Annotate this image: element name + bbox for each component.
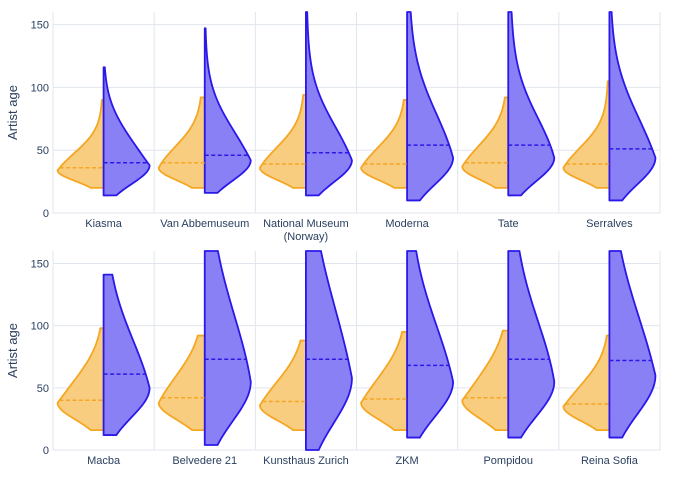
x-category-label-line: Reina Sofia [581,455,639,467]
violin-right-half [305,250,353,451]
x-category-label: Kunsthaus Zurich [263,455,349,467]
x-category-label: Van Abbemuseum [160,218,249,230]
violin-left-half [562,80,611,189]
x-category-label: Tate [498,218,519,230]
violin-left-half [259,94,307,189]
violin-right-half [608,11,657,202]
violin-right-half [507,250,556,439]
y-tick-label: 0 [43,208,49,220]
y-tick-label: 100 [31,321,49,333]
violin-right-half [203,27,252,194]
y-axis-title: Artist age [5,85,20,140]
x-category-label-line: Pompidou [483,455,533,467]
violin-right-half [608,250,657,439]
violin-left-half [56,99,105,189]
violin-right-half [102,273,151,436]
x-category-label-line: Macba [87,455,121,467]
violin-left-half [56,327,105,431]
x-category-label-line: Moderna [385,218,429,230]
x-category-label-line: Kunsthaus Zurich [263,455,349,467]
x-category-label-line: Tate [498,218,519,230]
violin-left-half [157,334,206,431]
violin-left-half [562,334,611,431]
x-category-label: Moderna [385,218,429,230]
x-category-label: Reina Sofia [581,455,639,467]
x-category-label: Belvedere 21 [172,455,237,467]
x-category-label: ZKM [395,455,418,467]
violin-left-half [461,329,510,431]
x-category-label: Serralves [586,218,633,230]
x-category-label-line: Serralves [586,218,633,230]
x-category-label: National Museum (Norway) [263,218,349,243]
violin-right-half [406,11,454,202]
violin-left-half [461,96,510,189]
x-category-label: Pompidou [483,455,533,467]
x-category-label: Macba [87,455,121,467]
violin-right-half [305,11,353,197]
violin-left-half [157,96,206,189]
y-axis-title: Artist age [5,323,20,378]
x-category-label-line: Van Abbemuseum [160,218,249,230]
violin-left-half [259,339,307,431]
violin-right-half [102,66,151,197]
violin-right-half [203,250,252,446]
violin-right-half [507,11,556,197]
x-category-label: Kiasma [85,218,123,230]
x-category-label-line: Belvedere 21 [172,455,237,467]
x-category-label-line: Kiasma [85,218,123,230]
y-tick-label: 50 [37,145,49,157]
y-tick-label: 150 [31,20,49,32]
x-category-label-line: (Norway) [284,231,329,243]
x-category-label-line: ZKM [395,455,418,467]
violin-right-half [406,250,454,439]
y-tick-label: 0 [43,445,49,457]
y-tick-label: 150 [31,258,49,270]
violin-left-half [360,99,408,189]
y-tick-label: 100 [31,82,49,94]
violin-left-half [360,330,408,431]
y-tick-label: 50 [37,383,49,395]
x-category-label-line: National Museum [263,218,349,230]
